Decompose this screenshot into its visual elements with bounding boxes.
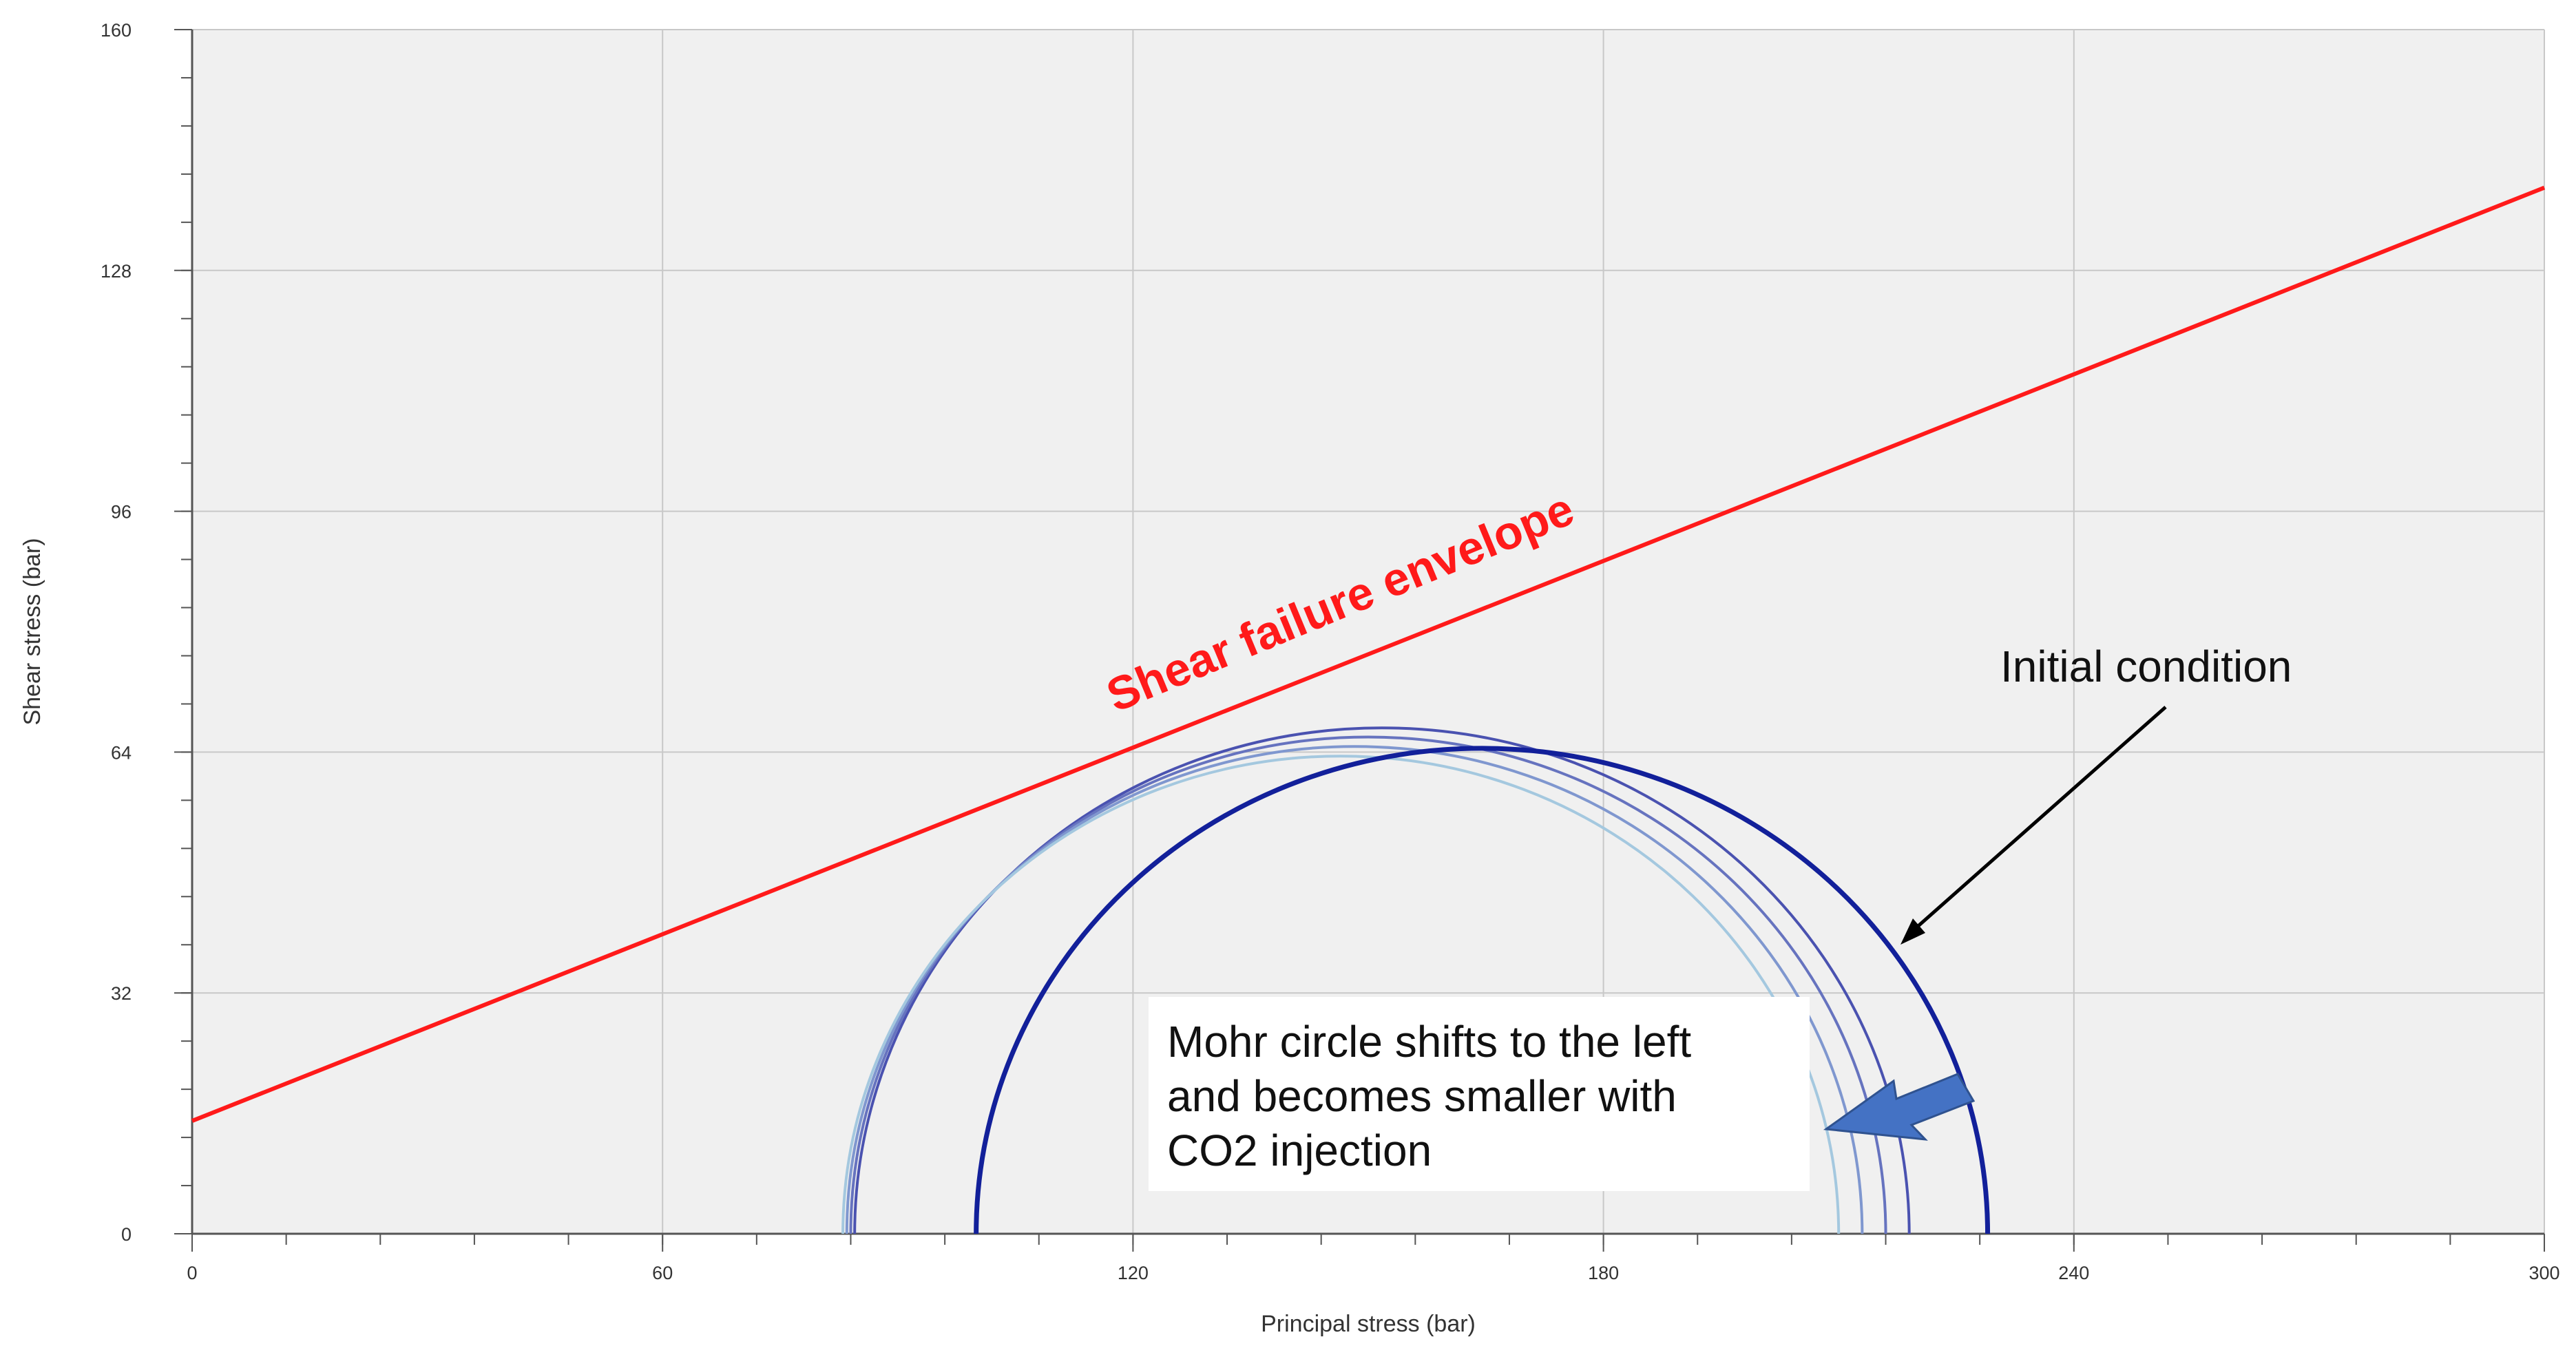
y-tick-label: 128 — [101, 261, 132, 282]
y-tick-label: 96 — [111, 502, 132, 523]
y-tick-label: 32 — [111, 983, 132, 1004]
initial-condition-label: Initial condition — [2000, 642, 2292, 691]
x-tick-label: 300 — [2528, 1263, 2559, 1283]
shift-note-line-1: Mohr circle shifts to the left — [1167, 1017, 1691, 1066]
x-tick-label: 60 — [652, 1263, 673, 1283]
shift-note-box — [1149, 997, 1810, 1191]
grid-lines — [192, 29, 2545, 1234]
axes — [191, 30, 2544, 1235]
x-axis-title: Principal stress (bar) — [1261, 1311, 1476, 1337]
axis-ticks: 0 60 120 180 240 300 0 32 64 96 128 160 Principal st… — [19, 20, 2560, 1337]
mohr-circle — [853, 726, 1911, 1234]
shift-note-line-2: and becomes smaller with — [1167, 1071, 1677, 1121]
initial-mohr-circle — [974, 746, 1991, 1234]
shift-note-line-3: CO2 injection — [1167, 1126, 1432, 1175]
failure-envelope-line — [191, 185, 2546, 1123]
initial-condition-pointer — [1913, 706, 2167, 931]
y-tick-label: 64 — [111, 742, 132, 763]
x-tick-label: 180 — [1588, 1263, 1619, 1283]
failure-envelope — [191, 185, 2546, 1123]
mohr-circle — [849, 735, 1887, 1234]
shift-left-arrow — [1823, 1073, 1976, 1141]
x-tick-label: 0 — [187, 1263, 197, 1283]
x-tick-label: 240 — [2058, 1263, 2089, 1283]
x-tick-label: 120 — [1118, 1263, 1149, 1283]
y-axis-title: Shear stress (bar) — [19, 538, 45, 725]
initial-condition-pointer-head — [1900, 918, 1925, 945]
y-tick-label: 0 — [121, 1224, 132, 1245]
y-tick-label: 160 — [101, 20, 132, 41]
